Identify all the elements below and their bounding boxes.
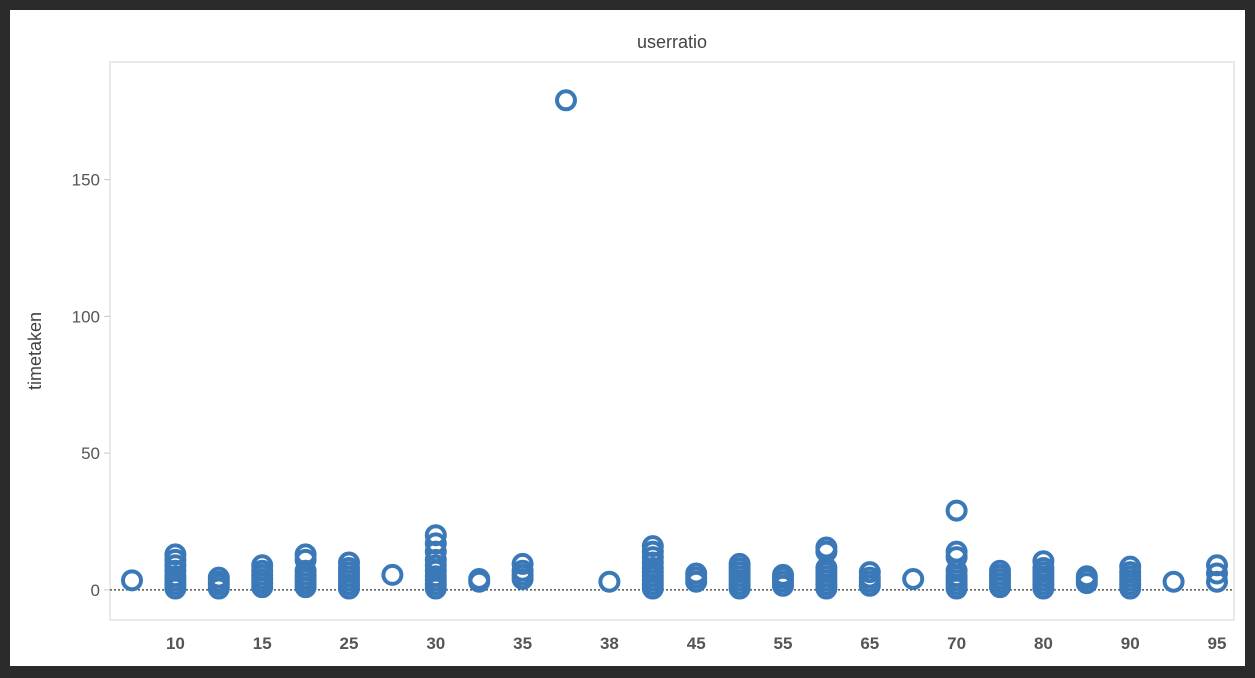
data-point — [945, 499, 968, 522]
data-points — [121, 89, 1228, 600]
data-point — [294, 543, 317, 566]
x-tick-label: 45 — [687, 634, 706, 653]
x-tick-label: 80 — [1034, 634, 1053, 653]
scatter-chart: userratio timetaken 0 50 100 150 10 15 25 30 35… — [25, 32, 1235, 653]
data-point — [1119, 555, 1142, 578]
data-point — [381, 563, 404, 586]
data-point — [641, 535, 664, 558]
x-tick-label: 38 — [600, 634, 619, 653]
data-point — [468, 567, 491, 590]
y-axis-title: timetaken — [25, 312, 45, 390]
data-point — [728, 552, 751, 575]
x-tick-label: 25 — [340, 634, 359, 653]
data-point — [598, 570, 621, 593]
y-tick-label: 150 — [72, 171, 100, 190]
x-tick-label: 10 — [166, 634, 185, 653]
y-tick-label: 100 — [72, 307, 100, 326]
data-point — [1206, 562, 1228, 585]
x-axis: 10 15 25 30 35 38 45 55 65 70 80 90 95 — [166, 634, 1227, 653]
x-tick-label: 55 — [774, 634, 793, 653]
x-tick-label: 35 — [513, 634, 532, 653]
chart-title: userratio — [637, 32, 707, 52]
data-point — [424, 524, 447, 547]
y-tick-label: 50 — [81, 444, 100, 463]
data-point — [511, 552, 534, 575]
data-point — [1206, 554, 1228, 577]
x-tick-label: 70 — [947, 634, 966, 653]
data-point — [164, 543, 187, 566]
data-point — [1162, 570, 1185, 593]
data-point — [338, 551, 360, 574]
data-point — [1032, 557, 1055, 580]
y-axis: 0 50 100 150 — [72, 171, 110, 600]
data-point — [858, 561, 881, 584]
data-point — [989, 559, 1011, 582]
x-tick-label: 15 — [253, 634, 272, 653]
data-point — [685, 562, 708, 585]
data-point — [121, 569, 143, 592]
y-tick-label: 0 — [91, 581, 100, 600]
data-point — [207, 566, 230, 589]
x-tick-label: 65 — [860, 634, 879, 653]
data-point — [251, 554, 274, 577]
plot-area — [109, 61, 1235, 621]
x-tick-label: 95 — [1208, 634, 1227, 653]
data-point — [1032, 550, 1055, 573]
data-point — [902, 567, 925, 590]
x-tick-label: 90 — [1121, 634, 1140, 653]
data-point — [511, 559, 534, 582]
data-point — [772, 563, 794, 586]
data-point — [1075, 565, 1098, 588]
data-point — [424, 532, 447, 555]
data-point — [815, 536, 838, 559]
data-point — [555, 89, 577, 112]
x-tick-label: 30 — [426, 634, 445, 653]
chart-panel: userratio timetaken 0 50 100 150 10 15 25 30 35… — [10, 10, 1245, 666]
data-point — [945, 540, 968, 563]
